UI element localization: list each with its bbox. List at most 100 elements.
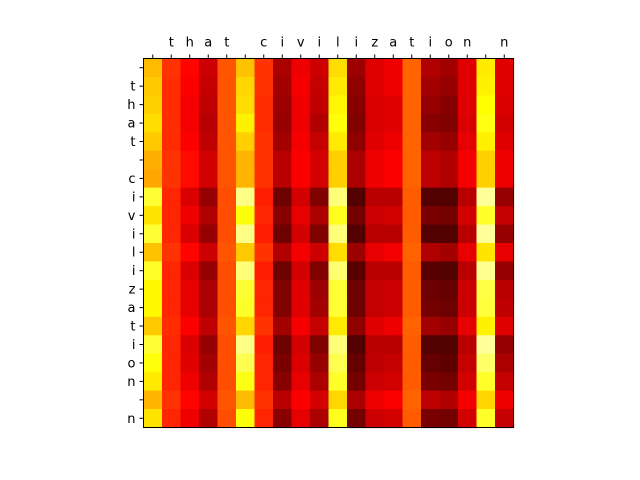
heatmap-cell [236,261,256,281]
heatmap-cell [384,353,404,373]
x-tick-label: i [428,36,432,51]
heatmap-cell [476,169,496,189]
y-tick-label: n [127,375,135,390]
heatmap-cell [384,206,404,226]
heatmap-cell [254,279,274,299]
heatmap-cell [273,150,293,170]
heatmap-cell [328,298,348,318]
heatmap-cell [439,187,459,207]
heatmap-cell [180,224,200,244]
heatmap-cell [273,169,293,189]
heatmap-cell [162,243,182,263]
heatmap-cell [291,113,311,133]
heatmap-cell [347,316,367,336]
heatmap-cell [384,95,404,115]
heatmap-cell [495,58,515,78]
heatmap-cell [291,298,311,318]
heatmap-cell [495,298,515,318]
heatmap-cell [199,390,219,410]
y-tick-label: o [128,356,136,371]
heatmap-cell [347,279,367,299]
x-tick-label: z [371,36,378,51]
heatmap-cell [217,95,237,115]
heatmap-cell [254,372,274,392]
y-tick-label: z [129,283,136,298]
y-tick-label: t [130,320,135,335]
heatmap-cell [347,261,367,281]
y-tick-label: n [127,412,135,427]
heatmap-cell [217,353,237,373]
y-tick-label: c [128,172,135,187]
heatmap-cell [365,76,385,96]
heatmap-cell [328,390,348,410]
heatmap-cell [236,335,256,355]
heatmap-cell [236,169,256,189]
heatmap-cell [310,372,330,392]
heatmap-cell [291,335,311,355]
heatmap-cell [365,150,385,170]
plot-frame [143,58,514,428]
heatmap-cell [254,409,274,429]
heatmap-cell [199,113,219,133]
heatmap-cell [273,261,293,281]
heatmap-cell [328,224,348,244]
heatmap-cell [143,353,163,373]
heatmap-cell [458,169,478,189]
heatmap-cell [199,335,219,355]
heatmap-cell [421,261,441,281]
heatmap-cell [439,76,459,96]
heatmap-cell [402,132,422,152]
y-tick-label: i [132,338,136,353]
y-tick-label: i [132,190,136,205]
heatmap-cell [180,298,200,318]
heatmap-cell [365,279,385,299]
heatmap-cell [347,76,367,96]
heatmap-cell [328,353,348,373]
heatmap-cell [291,76,311,96]
heatmap-cell [310,206,330,226]
heatmap-cell [384,279,404,299]
heatmap-cell [254,316,274,336]
heatmap-cell [254,132,274,152]
heatmap-cell [217,132,237,152]
heatmap-cell [365,224,385,244]
heatmap-cell [236,353,256,373]
heatmap-cell [180,132,200,152]
heatmap-cell [291,132,311,152]
heatmap-cell [236,316,256,336]
heatmap-cell [180,187,200,207]
heatmap-cell [236,243,256,263]
heatmap-cell [476,279,496,299]
heatmap-cell [180,113,200,133]
heatmap-cell [236,298,256,318]
heatmap-cell [458,150,478,170]
heatmap-cell [162,372,182,392]
heatmap-cell [365,206,385,226]
heatmap-cell [365,261,385,281]
heatmap-cell [328,279,348,299]
heatmap-cell [365,335,385,355]
heatmap-cell [421,132,441,152]
x-tick-label: t [409,36,414,51]
heatmap-cell [143,58,163,78]
heatmap-cell [310,58,330,78]
heatmap-cell [476,316,496,336]
heatmap-cell [199,58,219,78]
heatmap-cell [476,353,496,373]
heatmap-cell [402,58,422,78]
heatmap-cell [254,335,274,355]
heatmap-cell [199,279,219,299]
heatmap-cell [347,224,367,244]
heatmap-cell [310,243,330,263]
heatmap-cell [162,95,182,115]
heatmap-cell [365,316,385,336]
heatmap-cell [458,316,478,336]
heatmap-cell [217,150,237,170]
heatmap-cell [273,372,293,392]
heatmap-cell [495,372,515,392]
x-tick-label: t [169,36,174,51]
heatmap-cell [254,95,274,115]
heatmap-cell [162,224,182,244]
heatmap-cell [254,261,274,281]
